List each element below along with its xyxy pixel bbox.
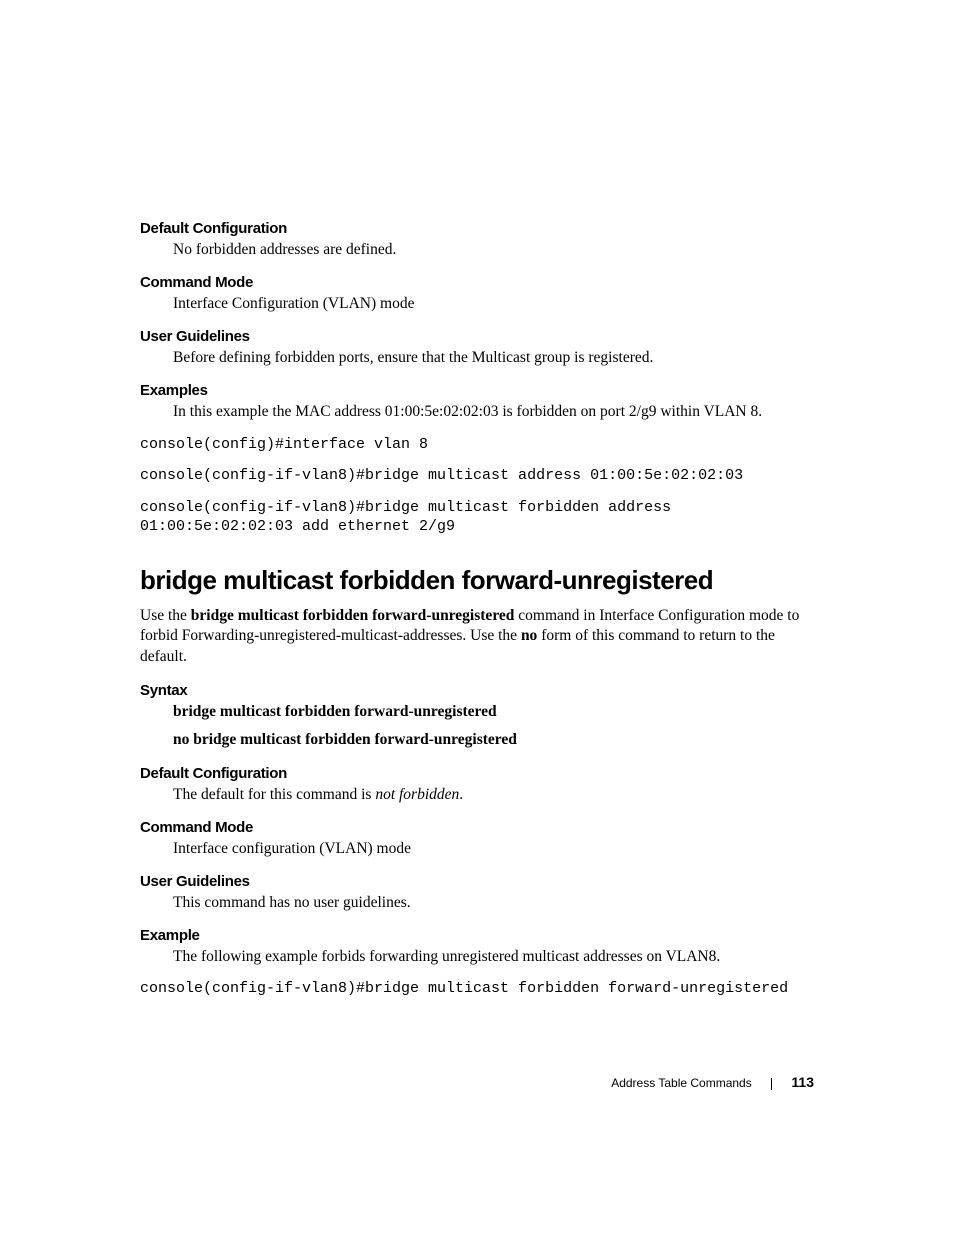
- code-block-2: console(config-if-vlan8)#bridge multicas…: [140, 466, 814, 486]
- syntax-line-2: no bridge multicast forbidden forward-un…: [173, 730, 814, 750]
- heading-command-mode-1: Command Mode: [140, 274, 814, 291]
- text-default-config-2: The default for this command is not forb…: [173, 785, 814, 805]
- intro-bold2: no: [521, 627, 537, 644]
- dc2-part1: The default for this command is: [173, 786, 375, 803]
- heading-default-config-1: Default Configuration: [140, 220, 814, 237]
- text-user-guidelines-2: This command has no user guidelines.: [173, 893, 814, 913]
- heading-user-guidelines-2: User Guidelines: [140, 873, 814, 890]
- text-command-mode-2: Interface configuration (VLAN) mode: [173, 839, 814, 859]
- dc2-italic: not forbidden: [375, 786, 459, 803]
- intro-paragraph: Use the bridge multicast forbidden forwa…: [140, 606, 814, 669]
- page-footer: Address Table Commands 113: [611, 1074, 814, 1090]
- intro-bold1: bridge multicast forbidden forward-unreg…: [191, 607, 515, 624]
- dc2-part2: .: [459, 786, 463, 803]
- heading-command-mode-2: Command Mode: [140, 819, 814, 836]
- main-heading: bridge multicast forbidden forward-unreg…: [140, 565, 814, 596]
- footer-page-number: 113: [791, 1074, 814, 1090]
- footer-chapter: Address Table Commands: [611, 1076, 752, 1090]
- footer-divider: [771, 1078, 772, 1090]
- text-examples-1: In this example the MAC address 01:00:5e…: [173, 402, 814, 422]
- code-block-1: console(config)#interface vlan 8: [140, 435, 814, 455]
- text-default-config-1: No forbidden addresses are defined.: [173, 240, 814, 260]
- code-block-3: console(config-if-vlan8)#bridge multicas…: [140, 498, 814, 537]
- text-command-mode-1: Interface Configuration (VLAN) mode: [173, 294, 814, 314]
- text-example-2: The following example forbids forwarding…: [173, 947, 814, 967]
- heading-user-guidelines-1: User Guidelines: [140, 328, 814, 345]
- heading-syntax: Syntax: [140, 682, 814, 699]
- heading-default-config-2: Default Configuration: [140, 765, 814, 782]
- code-block-4: console(config-if-vlan8)#bridge multicas…: [140, 979, 814, 999]
- syntax-line-1: bridge multicast forbidden forward-unreg…: [173, 702, 814, 722]
- heading-examples-1: Examples: [140, 382, 814, 399]
- intro-part1: Use the: [140, 607, 191, 624]
- heading-example-2: Example: [140, 927, 814, 944]
- text-user-guidelines-1: Before defining forbidden ports, ensure …: [173, 348, 814, 368]
